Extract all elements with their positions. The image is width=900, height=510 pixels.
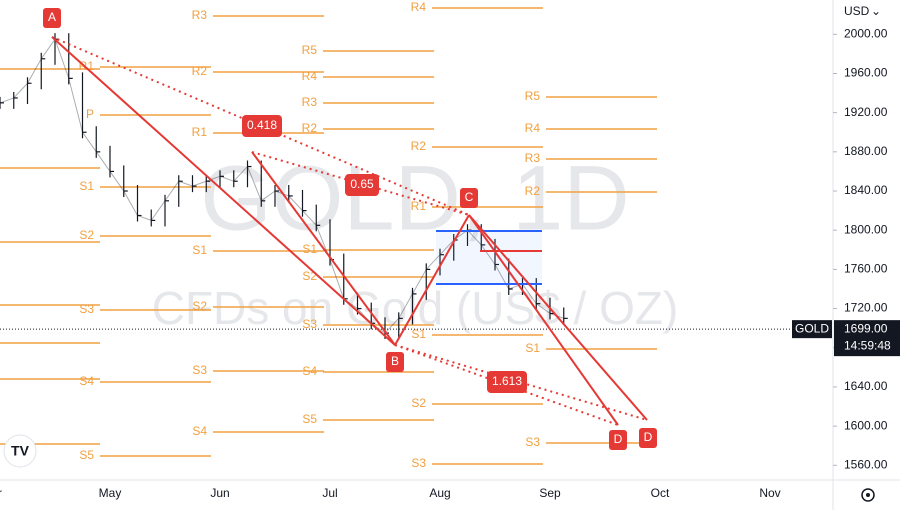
pivot-label: S3 (525, 435, 540, 449)
pivot-label: S1 (411, 327, 426, 341)
pivot-label: R2 (411, 139, 427, 153)
pattern-point: D (644, 430, 653, 444)
x-tick-label: Jun (210, 486, 229, 500)
pivot-label: S4 (192, 424, 207, 438)
price-tag-text: 1699.00 (844, 321, 888, 335)
y-tick-label: 1760.00 (844, 262, 888, 276)
pivot-label: S2 (79, 228, 94, 242)
fib-label-box (487, 371, 527, 393)
fib-label: 1.613 (492, 374, 522, 388)
pattern-line (468, 214, 648, 421)
pivot-label: R4 (302, 69, 318, 83)
y-tick-label: 1840.00 (844, 183, 888, 197)
pattern-point: B (391, 354, 399, 368)
x-tick-label: Nov (759, 486, 780, 500)
x-tick-label: r (0, 486, 2, 500)
y-tick-label: 1880.00 (844, 144, 888, 158)
pivot-label: R2 (525, 184, 541, 198)
pivot-label: S2 (192, 299, 207, 313)
tv-logo: TV (3, 434, 37, 468)
pattern-line (468, 214, 619, 426)
pivot-label: R1 (79, 59, 95, 73)
pattern-point-box (460, 188, 478, 208)
pattern-line (51, 36, 396, 346)
y-tick-label: 1560.00 (844, 457, 888, 471)
pivot-label: S3 (411, 456, 426, 470)
pivot-label: R3 (192, 8, 208, 22)
pattern-point: A (48, 10, 56, 24)
pattern-point-box (639, 428, 657, 448)
pivot-label: S2 (302, 269, 317, 283)
settings[interactable] (861, 488, 875, 502)
fib-label: 0.65 (350, 177, 374, 191)
pattern-point: C (465, 190, 474, 204)
pivot-label: R2 (302, 121, 318, 135)
x-tick-label: Aug (429, 486, 450, 500)
pivot-label: S1 (192, 243, 207, 257)
pivot-label: S1 (79, 179, 94, 193)
y-tick-label: 1960.00 (844, 66, 888, 80)
currency-caret: ⌄ (871, 4, 881, 18)
fib-label: 0.418 (247, 118, 277, 132)
pivot-label: S1 (302, 242, 317, 256)
svg-text:TV: TV (11, 443, 30, 459)
pivot-label: S1 (525, 341, 540, 355)
pattern-point-box (43, 8, 61, 28)
fib-label-box (345, 174, 379, 196)
pivot-label: S4 (79, 374, 94, 388)
currency[interactable]: USD (844, 4, 870, 18)
pivot-label: S4 (302, 364, 317, 378)
pivot-label: R3 (525, 151, 541, 165)
pivot-label: R3 (302, 95, 318, 109)
pattern-line (251, 151, 396, 346)
pattern-line (394, 214, 470, 346)
box (436, 231, 542, 284)
pattern-point-box (609, 430, 627, 450)
pivot-label: R2 (192, 64, 208, 78)
price-tag (834, 320, 900, 357)
pivot-label: R5 (302, 43, 318, 57)
y-tick-label: 2000.00 (844, 26, 888, 40)
y-tick-label: 1920.00 (844, 105, 888, 119)
pivot-label: S5 (302, 412, 317, 426)
x-tick-label: Sep (539, 486, 561, 500)
symbol-tag (792, 320, 832, 339)
pivot-label: R5 (525, 89, 541, 103)
countdown: 14:59:48 (844, 338, 891, 352)
pivot-label: S2 (411, 396, 426, 410)
y-tick-label: 1600.00 (844, 418, 888, 432)
pattern-dotted (251, 151, 470, 216)
x-tick-label: May (99, 486, 122, 500)
pivot-label: S3 (192, 363, 207, 377)
symbol-tag-text: GOLD (795, 321, 829, 335)
pivot-label: S5 (79, 448, 94, 462)
y-tick-label: 1800.00 (844, 222, 888, 236)
fib-label-box (242, 115, 282, 137)
y-tick-label: 1720.00 (844, 301, 888, 315)
x-tick-label: Oct (651, 486, 670, 500)
pivot-label: R1 (192, 125, 208, 139)
pivot-label: R1 (411, 199, 427, 213)
pattern-point: D (614, 432, 623, 446)
pivot-label: R4 (411, 0, 427, 14)
pivot-label: R4 (525, 121, 541, 135)
pivot-label: P (86, 107, 94, 121)
pivot-label: S3 (79, 302, 94, 316)
pattern-dotted (394, 344, 648, 421)
y-tick-label: 1640.00 (844, 379, 888, 393)
x-tick-label: Jul (322, 486, 337, 500)
pattern-point-box (386, 352, 404, 372)
pivot-label: S3 (302, 317, 317, 331)
